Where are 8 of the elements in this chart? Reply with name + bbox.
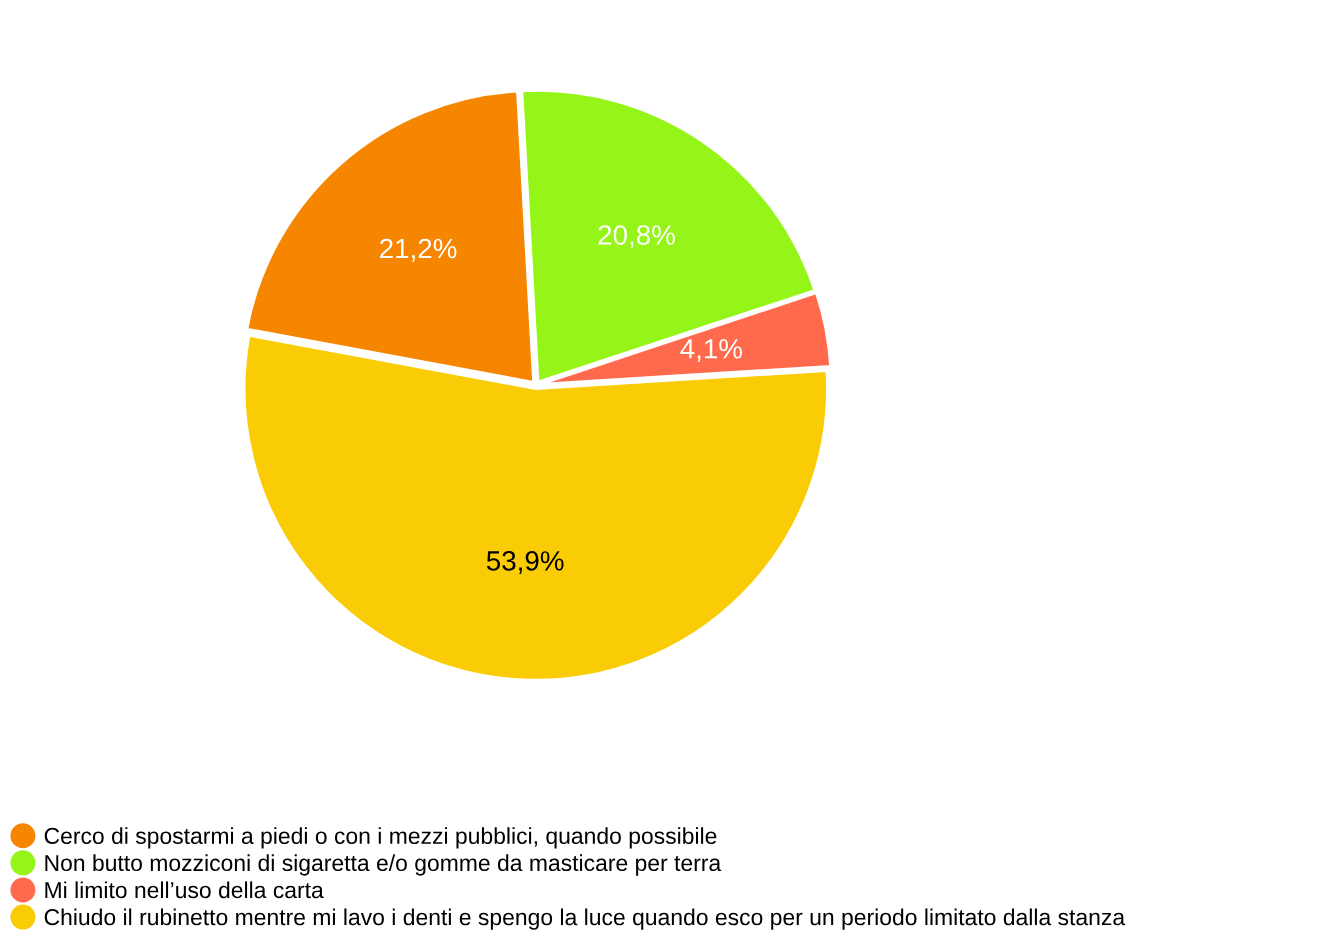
data-label: 53,9% (486, 551, 564, 574)
legend-label: Non butto mozziconi di sigaretta e/o gomme da masticare per terra (45, 854, 722, 876)
data-label: 4,1% (680, 339, 742, 362)
legend-label: Chiudo il rubinetto mentre mi lavo i denti e spengo la luce quando esco per un periodo limitato dalla stanza (44, 908, 1126, 930)
legend-label: Cerco di spostarmi a piedi o con i mezzi pubblici, quando possibile (44, 827, 717, 849)
data-label: 20,8% (598, 225, 675, 249)
data-label: 21,2% (380, 238, 457, 262)
legend-label: Mi limito nell’uso della carta (45, 881, 324, 899)
